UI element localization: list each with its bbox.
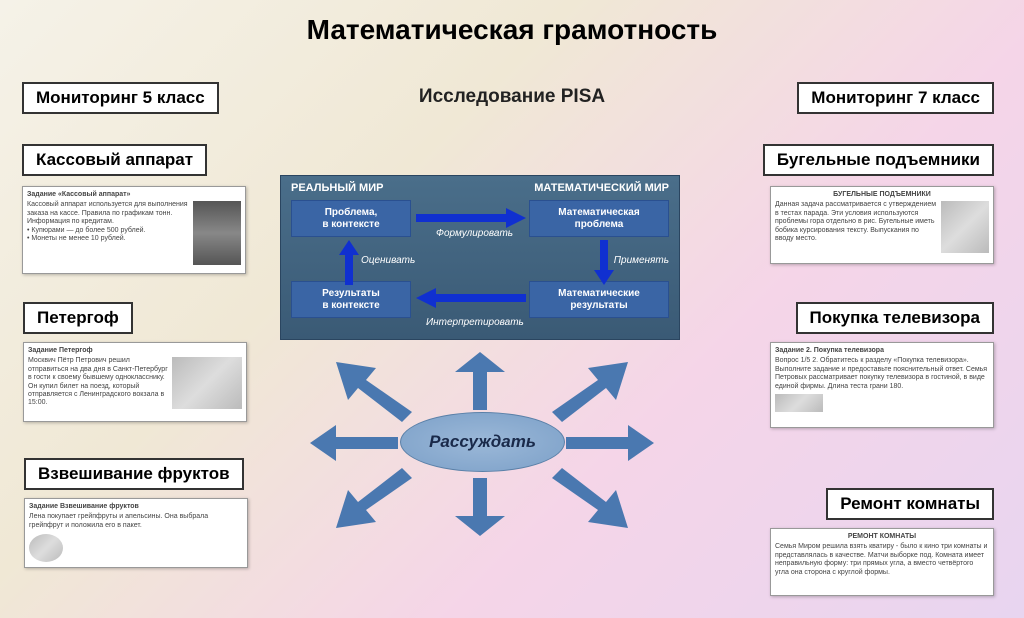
ski-lift-image xyxy=(941,201,989,253)
box-problem-context: Проблема, в контексте xyxy=(291,200,411,237)
pisa-header-right: МАТЕМАТИЧЕСКИЙ МИР xyxy=(534,182,669,194)
card-peterhof: Задание Петергоф Москвич Пётр Петрович р… xyxy=(23,342,247,422)
card-text: Семья Миром решила взять кватиру - было … xyxy=(775,543,989,577)
arrow-interpret xyxy=(416,288,526,308)
card-title: БУГЕЛЬНЫЕ ПОДЪЕМНИКИ xyxy=(775,191,989,199)
arrow-up-right xyxy=(552,362,628,422)
arrow-left xyxy=(310,425,398,461)
arrow-evaluate xyxy=(339,240,359,285)
topic-fruits: Взвешивание фруктов xyxy=(24,458,244,490)
topic-room: Ремонт комнаты xyxy=(826,488,994,520)
card-ski-lift: БУГЕЛЬНЫЕ ПОДЪЕМНИКИ Данная задача рассм… xyxy=(770,186,994,264)
topic-cash-register: Кассовый аппарат xyxy=(22,144,207,176)
main-title: Математическая грамотность xyxy=(0,0,1024,46)
pisa-header-left: РЕАЛЬНЫЙ МИР xyxy=(291,182,383,194)
monitoring-5-box: Мониторинг 5 класс xyxy=(22,82,219,114)
label-interpret: Интерпретировать xyxy=(426,317,524,328)
tv-image xyxy=(775,394,823,412)
card-text: Данная задача рассматривается с утвержде… xyxy=(775,201,937,253)
monitoring-7-box: Мониторинг 7 класс xyxy=(797,82,994,114)
card-room: РЕМОНТ КОМНАТЫ Семья Миром решила взять … xyxy=(770,528,994,596)
card-title: Задание 2. Покупка телевизора xyxy=(775,347,989,355)
reason-ellipse: Рассуждать xyxy=(400,412,565,472)
box-results-context: Результаты в контексте xyxy=(291,281,411,318)
scale-image xyxy=(29,534,63,562)
card-title: Задание Взвешивание фруктов xyxy=(29,503,243,511)
card-title: Задание Петергоф xyxy=(28,347,242,355)
label-apply: Применять xyxy=(614,255,669,266)
card-title: РЕМОНТ КОМНАТЫ xyxy=(775,533,989,541)
arrow-right xyxy=(566,425,654,461)
card-cash-register: Задание «Кассовый аппарат» Кассовый аппа… xyxy=(22,186,246,274)
box-math-results: Математические результаты xyxy=(529,281,669,318)
topic-tv: Покупка телевизора xyxy=(796,302,994,334)
pisa-diagram: РЕАЛЬНЫЙ МИР МАТЕМАТИЧЕСКИЙ МИР Проблема… xyxy=(280,175,680,340)
arrow-formulate xyxy=(416,208,526,228)
topic-ski-lift: Бугельные подъемники xyxy=(763,144,994,176)
label-evaluate: Оценивать xyxy=(361,255,415,266)
arrow-down-right xyxy=(552,468,628,528)
arrow-apply xyxy=(594,240,614,285)
card-text: Вопрос 1/5 2. Обратитесь к разделу «Поку… xyxy=(775,357,989,391)
card-text: Кассовый аппарат используется для выполн… xyxy=(27,201,189,265)
card-title: Задание «Кассовый аппарат» xyxy=(27,191,241,199)
label-formulate: Формулировать xyxy=(436,228,513,239)
arrow-up xyxy=(455,352,505,410)
arrow-down xyxy=(455,478,505,536)
card-text: Лена покупает грейпфруты и апельсины. Он… xyxy=(29,513,243,530)
atm-image xyxy=(193,201,241,265)
topic-peterhof: Петергоф xyxy=(23,302,133,334)
card-text: Москвич Пётр Петрович решил отправиться … xyxy=(28,357,168,409)
box-math-problem: Математическая проблема xyxy=(529,200,669,237)
peterhof-image xyxy=(172,357,242,409)
card-tv: Задание 2. Покупка телевизора Вопрос 1/5… xyxy=(770,342,994,428)
arrow-up-left xyxy=(336,362,412,422)
reason-label: Рассуждать xyxy=(429,432,536,452)
arrow-down-left xyxy=(336,468,412,528)
card-fruits: Задание Взвешивание фруктов Лена покупае… xyxy=(24,498,248,568)
